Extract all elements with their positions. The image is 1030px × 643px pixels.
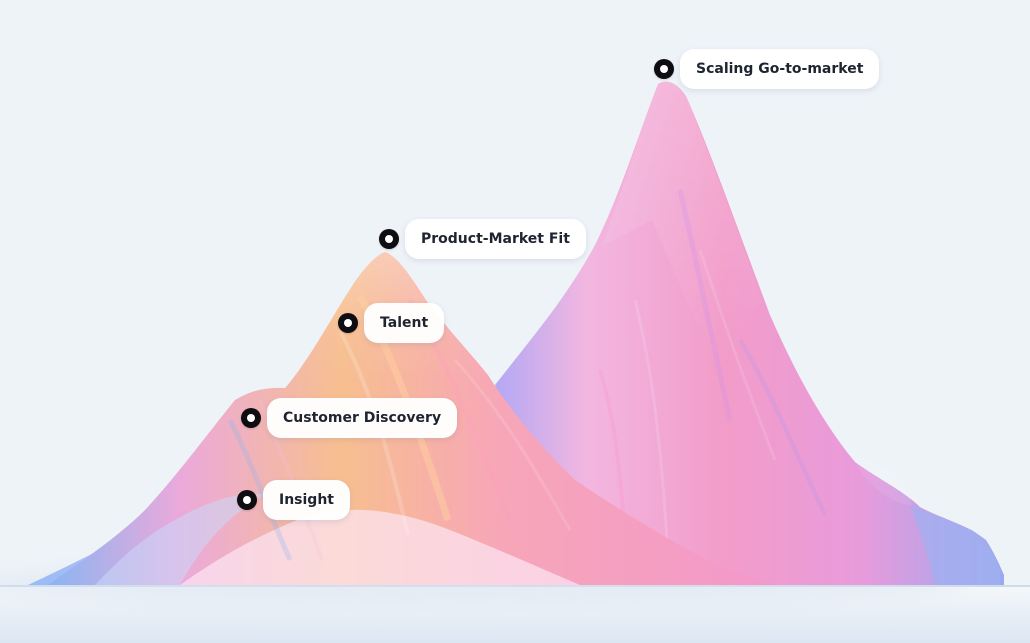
milestone-label-customer-discovery: Customer Discovery bbox=[267, 398, 458, 438]
milestone-marker-icon bbox=[241, 408, 261, 428]
milestone-marker-icon bbox=[379, 229, 399, 249]
milestone-product-market-fit: Product-Market Fit bbox=[379, 219, 586, 259]
milestone-marker-icon bbox=[338, 313, 358, 333]
milestone-marker-icon bbox=[237, 490, 257, 510]
milestone-label-talent: Talent bbox=[364, 303, 445, 343]
milestone-label-product-market-fit: Product-Market Fit bbox=[405, 219, 586, 259]
milestone-label-insight: Insight bbox=[263, 480, 350, 520]
milestone-scaling-go-to-market: Scaling Go-to-market bbox=[654, 49, 880, 89]
milestone-label-scaling: Scaling Go-to-market bbox=[680, 49, 880, 89]
milestone-insight: Insight bbox=[237, 480, 350, 520]
milestone-customer-discovery: Customer Discovery bbox=[241, 398, 458, 438]
milestone-talent: Talent bbox=[338, 303, 445, 343]
milestone-marker-icon bbox=[654, 59, 674, 79]
